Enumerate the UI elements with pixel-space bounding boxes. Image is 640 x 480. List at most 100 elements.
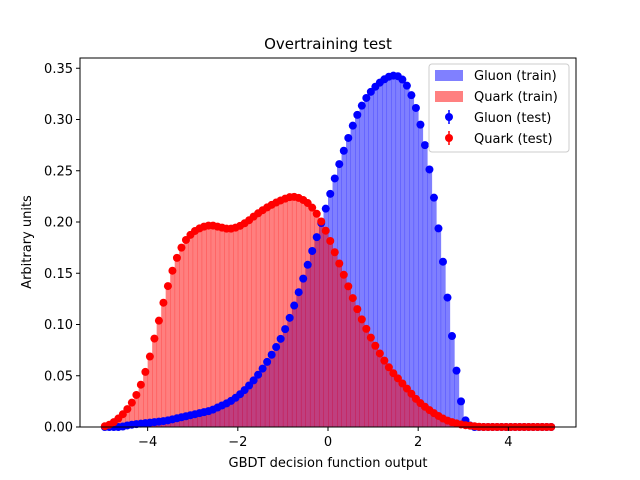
gluon-train-histogram-bar [436, 228, 442, 427]
gluon-test-points-point [402, 81, 411, 90]
legend-label-gluon-train: Gluon (train) [474, 69, 557, 84]
x-axis-label: GBDT decision function output [229, 456, 428, 471]
gluon-test-points-point [276, 334, 285, 343]
quark-test-points-point [317, 217, 326, 226]
quark-test-points-point [380, 356, 389, 365]
quark-test-points-point [127, 398, 136, 407]
quark-train-histogram-bar [251, 216, 257, 427]
legend-label-quark-test: Quark (test) [474, 132, 553, 147]
quark-train-histogram-bar [436, 415, 442, 427]
gluon-train-histogram-bar [386, 76, 392, 428]
quark-test-points-point [159, 298, 168, 307]
gluon-test-points-point [290, 301, 299, 310]
gluon-test-points-point [425, 165, 434, 174]
quark-train-histogram-bar [174, 257, 180, 427]
quark-train-histogram-bar [373, 345, 378, 427]
gluon-train-histogram-bar [382, 79, 388, 428]
gluon-test-points-point [254, 370, 263, 379]
x-tick-label: 4 [504, 435, 512, 450]
quark-test-points-point [181, 235, 190, 244]
gluon-train-histogram-bar [409, 95, 415, 427]
quark-test-points-point [393, 374, 402, 383]
gluon-train-histogram-bar [454, 370, 460, 427]
quark-train-histogram-bar [165, 286, 171, 427]
quark-train-histogram-bar [147, 356, 153, 427]
quark-test-points-point [123, 405, 132, 414]
x-tick-label: −4 [138, 435, 157, 450]
gluon-test-points-point [258, 364, 267, 373]
gluon-train-histogram-bar [368, 91, 374, 427]
x-axis: −4 −2 0 2 4 [138, 427, 513, 450]
quark-test-points-point [375, 349, 384, 358]
quark-train-histogram-bar [422, 406, 428, 427]
quark-train-histogram-bar [377, 353, 383, 427]
quark-train-histogram-bar [346, 286, 351, 427]
quark-test-points-point [371, 341, 380, 350]
quark-train-histogram-bar [409, 393, 415, 427]
y-tick-label: 0.25 [44, 164, 73, 179]
quark-train-histogram-bar [337, 263, 342, 427]
gluon-train-histogram-bar [400, 79, 406, 428]
gluon-test-points-point [452, 366, 461, 375]
quark-train-histogram-bar [305, 203, 311, 427]
quark-train-histogram-bar [282, 198, 288, 427]
quark-test-points-point [145, 352, 154, 361]
quark-test-points-point [312, 209, 321, 218]
y-axis: 0.00 0.05 0.10 0.15 0.20 0.25 0.30 0.35 [44, 62, 80, 436]
gluon-train-histogram-bar [418, 124, 424, 427]
quark-train-histogram-bar [264, 207, 270, 427]
gluon-test-points-point [339, 146, 348, 155]
gluon-test-points-point [294, 288, 303, 297]
gluon-test-points-point [330, 174, 339, 183]
plot-content [100, 71, 556, 431]
quark-test-points-point [335, 259, 344, 268]
gluon-train-histogram-bar [449, 336, 455, 427]
legend-marker-quark-test [445, 134, 453, 142]
gluon-test-points-point [312, 233, 321, 242]
quark-train-histogram-bar [368, 337, 374, 427]
quark-train-histogram-bar [161, 302, 167, 427]
y-tick-label: 0.05 [44, 369, 73, 384]
quark-train-histogram-bar [287, 197, 293, 427]
quark-train-histogram-bar [332, 252, 338, 427]
quark-train-histogram-bar [152, 338, 158, 427]
gluon-train-histogram-bar [427, 169, 433, 427]
quark-train-histogram-bar [427, 410, 433, 427]
gluon-test-points-point [348, 121, 357, 130]
quark-train-histogram-bar [138, 384, 144, 427]
gluon-test-points-point [407, 91, 416, 100]
quark-train-histogram-bar [179, 247, 185, 427]
gluon-test-points-point [353, 110, 362, 119]
y-tick-label: 0.30 [44, 113, 73, 128]
quark-train-histogram-bar [341, 274, 347, 427]
gluon-train-histogram-bar [391, 75, 397, 428]
quark-train-histogram-bar [404, 388, 410, 427]
quark-train-histogram-bar [273, 202, 279, 427]
quark-test-points-point [348, 294, 357, 303]
quark-test-points-point [389, 369, 398, 378]
gluon-test-points-point [281, 325, 290, 334]
quark-train-histogram-bar [386, 367, 392, 427]
gluon-test-points-point [267, 350, 276, 359]
gluon-test-points-point [285, 313, 294, 322]
legend-marker-gluon-test [445, 113, 453, 121]
quark-test-points-point [402, 384, 411, 393]
quark-train-histogram-bar [143, 371, 149, 427]
quark-train-histogram-bar [215, 226, 221, 427]
quark-test-points-point [344, 282, 353, 291]
gluon-test-points-point [245, 381, 254, 390]
quark-train-histogram-bar [206, 225, 212, 427]
quark-test-points-point [168, 266, 177, 275]
x-tick-label: 2 [414, 435, 422, 450]
gluon-train-histogram-bar [413, 107, 419, 427]
legend-box [428, 63, 570, 153]
quark-train-histogram-bar [269, 204, 275, 427]
quark-test-points-point [407, 389, 416, 398]
quark-train-histogram-bar [188, 234, 194, 427]
quark-train-histogram-bar [418, 403, 424, 427]
quark-test-points-point [353, 305, 362, 314]
quark-test-points-point [132, 390, 141, 399]
quark-train-histogram [102, 196, 482, 427]
gluon-train-histogram-bar [364, 97, 369, 427]
quark-train-histogram-bar [364, 328, 369, 427]
